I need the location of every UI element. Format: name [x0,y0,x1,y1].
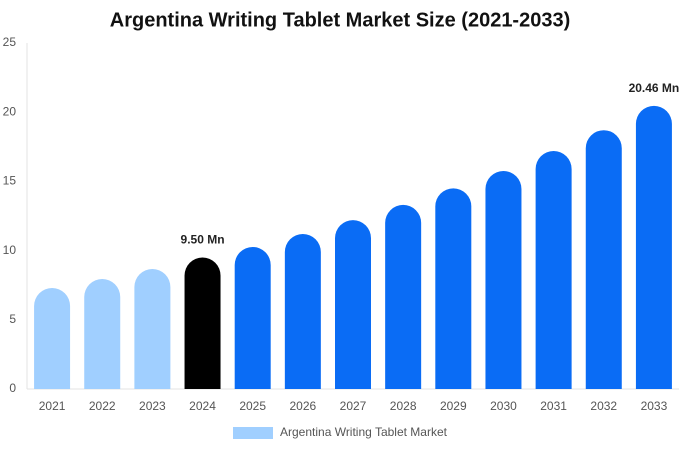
legend-label: Argentina Writing Tablet Market [280,425,448,439]
legend-swatch [233,427,273,439]
bar [535,150,572,389]
x-tick-label: 2032 [590,399,617,413]
bar [635,105,672,389]
y-tick-label: 15 [3,174,17,188]
y-tick-label: 10 [3,243,17,257]
x-tick-label: 2028 [390,399,417,413]
bar [234,247,271,389]
bar [134,269,171,389]
x-tick-label: 2023 [139,399,166,413]
x-tick-label: 2031 [540,399,567,413]
bar [485,171,522,389]
bar [385,204,422,389]
x-tick-label: 2030 [490,399,517,413]
x-tick-label: 2027 [340,399,367,413]
bar [585,130,622,389]
x-tick-label: 2033 [641,399,668,413]
x-tick-label: 2025 [239,399,266,413]
bar [335,220,371,389]
bar [284,233,321,389]
y-tick-label: 0 [9,381,16,395]
value-label: 20.46 Mn [629,81,680,95]
value-label: 9.50 Mn [181,233,225,247]
x-tick-label: 2024 [189,399,216,413]
y-tick-label: 25 [3,35,17,49]
y-tick-label: 20 [3,104,17,118]
chart-title: Argentina Writing Tablet Market Size (20… [110,9,571,31]
bar [184,257,221,389]
x-tick-label: 2021 [39,399,66,413]
x-tick-label: 2022 [89,399,116,413]
x-tick-label: 2029 [440,399,467,413]
bar [34,287,71,389]
x-tick-label: 2026 [289,399,316,413]
y-tick-label: 5 [9,312,16,326]
bar [84,278,121,389]
bar [435,188,472,389]
